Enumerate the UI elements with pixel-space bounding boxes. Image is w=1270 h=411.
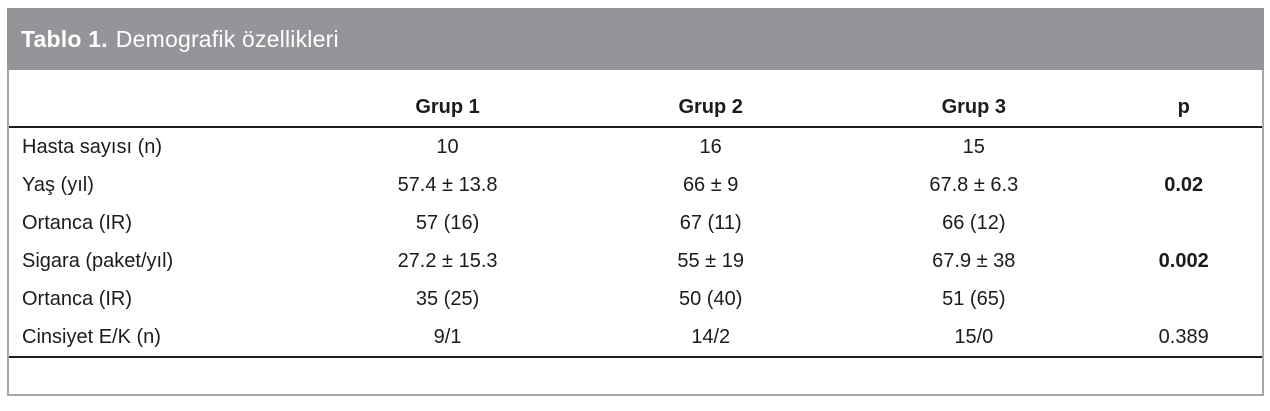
cell-grup1: 57 (16) [415,211,480,234]
table-row: Sigara (paket/yıl) 27.2 ± 15.3 55 ± 19 6… [9,242,1262,280]
cell-grup1: 10 [436,135,459,158]
table-row: Hasta sayısı (n) 10 16 15 [9,127,1262,166]
cell-grup2: 67 (11) [679,211,742,234]
cell-p [1105,204,1262,242]
table-title: Demografik özellikleri [115,25,339,52]
table-body-container: Grup 1 Grup 2 Grup 3 p Hasta sayısı (n) … [7,70,1264,396]
row-label: Ortanca (IR) [22,287,133,310]
cell-grup1: 27.2 ± 15.3 [397,249,498,272]
row-label: Sigara (paket/yıl) [22,249,174,272]
header-row: Grup 1 Grup 2 Grup 3 p [9,70,1262,128]
cell-grup2: 16 [699,135,722,158]
cell-grup2: 66 ± 9 [682,173,739,196]
table-number: Tablo 1. [21,25,108,52]
col-header-grup2: Grup 2 [579,70,843,128]
table-figure: Tablo 1. Demografik özellikleri Grup 1 G… [7,8,1264,396]
cell-p [1105,280,1262,318]
cell-grup3: 66 (12) [942,211,1006,234]
cell-grup3: 15/0 [842,318,1106,358]
col-header-p: p [1105,70,1262,128]
cell-grup1: 9/1 [315,318,580,358]
cell-grup1: 35 (25) [415,287,480,310]
row-label: Yaş (yıl) [22,173,94,196]
col-header-empty [9,70,316,128]
table-row: Cinsiyet E/K (n) 9/1 14/2 15/0 0.389 [9,318,1262,358]
cell-grup2: 55 ± 19 [677,249,744,272]
cell-p [1105,127,1262,166]
row-label: Cinsiyet E/K (n) [9,318,316,358]
cell-grup2: 50 (40) [678,287,743,310]
cell-grup3: 67.8 ± 6.3 [929,173,1019,196]
table-title-bar: Tablo 1. Demografik özellikleri [7,8,1264,70]
row-label: Ortanca (IR) [22,211,133,234]
cell-grup3: 15 [962,135,985,158]
demographics-table: Grup 1 Grup 2 Grup 3 p Hasta sayısı (n) … [9,70,1262,358]
cell-grup1: 57.4 ± 13.8 [397,173,498,196]
table-row: Ortanca (IR) 57 (16) 67 (11) 66 (12) [9,204,1262,242]
col-header-grup3: Grup 3 [842,70,1106,128]
table-row: Ortanca (IR) 35 (25) 50 (40) 51 (65) [9,280,1262,318]
cell-grup2: 14/2 [579,318,843,358]
cell-grup3: 51 (65) [942,287,1006,310]
col-header-grup1: Grup 1 [315,70,580,128]
table-row: Yaş (yıl) 57.4 ± 13.8 66 ± 9 67.8 ± 6.3 … [9,166,1262,204]
row-label: Hasta sayısı (n) [22,135,163,158]
cell-p: 0.02 [1164,173,1204,196]
cell-p: 0.002 [1158,249,1209,272]
cell-grup3: 67.9 ± 38 [932,249,1016,272]
cell-p: 0.389 [1105,318,1262,358]
